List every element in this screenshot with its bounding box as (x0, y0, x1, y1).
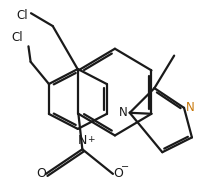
Text: N: N (78, 134, 87, 147)
Text: Cl: Cl (12, 31, 23, 44)
Text: +: + (87, 135, 95, 144)
Text: N: N (186, 101, 195, 114)
Text: N: N (119, 106, 128, 119)
Text: −: − (121, 162, 129, 172)
Text: O: O (113, 167, 123, 180)
Text: Cl: Cl (16, 9, 28, 22)
Text: O: O (36, 167, 46, 180)
